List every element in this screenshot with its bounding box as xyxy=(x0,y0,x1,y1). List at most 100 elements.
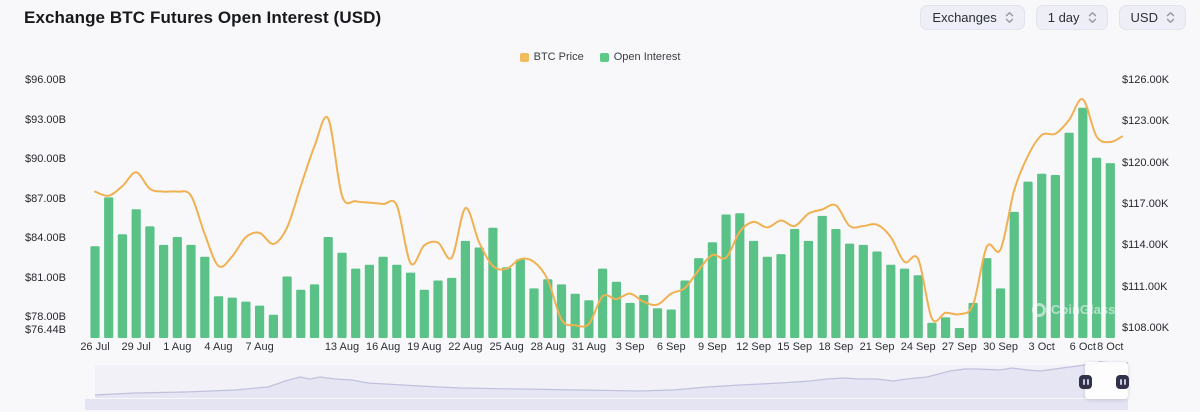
open-interest-bar[interactable] xyxy=(831,229,841,338)
open-interest-bar[interactable] xyxy=(1037,173,1047,338)
open-interest-bar[interactable] xyxy=(899,268,910,338)
y-axis-label-right: $123.00K xyxy=(1122,115,1170,128)
navigator-handle-right[interactable] xyxy=(1116,375,1129,389)
open-interest-bar[interactable] xyxy=(145,226,155,338)
open-interest-bar[interactable] xyxy=(666,309,676,339)
open-interest-bar[interactable] xyxy=(790,229,800,338)
open-interest-bar[interactable] xyxy=(213,296,224,338)
open-interest-bar[interactable] xyxy=(927,322,937,338)
open-interest-bar[interactable] xyxy=(995,288,1006,338)
navigator-dim-overlay xyxy=(95,365,1085,398)
open-interest-bar[interactable] xyxy=(131,209,141,338)
currency-dropdown[interactable]: USD xyxy=(1118,5,1186,30)
open-interest-bar[interactable] xyxy=(707,242,717,338)
open-interest-bar[interactable] xyxy=(447,277,457,338)
open-interest-bar[interactable] xyxy=(364,264,374,338)
open-interest-bar[interactable] xyxy=(351,268,361,338)
open-interest-bar[interactable] xyxy=(323,237,333,338)
open-interest-bar[interactable] xyxy=(529,288,539,338)
open-interest-bar[interactable] xyxy=(488,227,498,338)
open-interest-bar[interactable] xyxy=(460,240,470,338)
open-interest-bar[interactable] xyxy=(227,297,237,338)
open-interest-bar[interactable] xyxy=(913,275,923,338)
open-interest-bar[interactable] xyxy=(419,289,429,338)
navigator-band xyxy=(85,399,1128,410)
open-interest-bar[interactable] xyxy=(296,289,306,338)
open-interest-bar[interactable] xyxy=(117,234,127,338)
open-interest-bar[interactable] xyxy=(543,279,553,338)
open-interest-bar[interactable] xyxy=(309,284,320,338)
open-interest-bar[interactable] xyxy=(556,284,567,338)
open-interest-bar[interactable] xyxy=(1023,181,1033,338)
open-interest-bar[interactable] xyxy=(172,237,182,338)
x-axis-label: 30 Sep xyxy=(983,341,1018,353)
y-axis-label-left: $90.00B xyxy=(25,153,66,166)
btc-price-line xyxy=(94,98,1123,328)
open-interest-bar[interactable] xyxy=(803,240,813,338)
open-interest-bar[interactable] xyxy=(625,302,635,338)
open-interest-bar[interactable] xyxy=(749,240,759,338)
open-interest-bar[interactable] xyxy=(241,301,251,338)
open-interest-bar[interactable] xyxy=(474,247,484,339)
y-axis-label-left: $84.00B xyxy=(25,232,66,245)
open-interest-bar[interactable] xyxy=(1092,157,1102,338)
open-interest-bar[interactable] xyxy=(90,246,100,338)
open-interest-bar[interactable] xyxy=(954,328,964,338)
open-interest-bar[interactable] xyxy=(282,276,292,339)
x-axis-label: 28 Aug xyxy=(530,341,565,353)
legend-item-open-interest[interactable]: Open Interest xyxy=(599,51,681,63)
open-interest-bar[interactable] xyxy=(845,243,855,338)
navigator-handle-left[interactable] xyxy=(1079,375,1092,389)
y-axis-label-right: $120.00K xyxy=(1122,156,1170,169)
open-interest-bar[interactable] xyxy=(1078,107,1088,338)
open-interest-bar[interactable] xyxy=(1064,132,1074,338)
open-interest-bar[interactable] xyxy=(886,264,896,338)
x-axis-label: 3 Sep xyxy=(615,341,645,353)
open-interest-bar[interactable] xyxy=(735,213,745,338)
open-interest-bar[interactable] xyxy=(694,258,704,338)
open-interest-bar[interactable] xyxy=(200,256,210,338)
open-interest-bar[interactable] xyxy=(406,272,416,338)
y-axis-label-left: $81.00B xyxy=(25,271,66,284)
open-interest-bar[interactable] xyxy=(652,308,663,338)
open-interest-bar[interactable] xyxy=(598,268,608,338)
legend-item-btc-price[interactable]: BTC Price xyxy=(519,51,584,63)
open-interest-bar[interactable] xyxy=(1050,175,1060,338)
open-interest-bar[interactable] xyxy=(268,314,278,338)
open-interest-bar[interactable] xyxy=(502,267,512,338)
legend-open-interest-label: Open Interest xyxy=(613,51,681,63)
open-interest-bar[interactable] xyxy=(858,244,868,338)
exchanges-dropdown-label: Exchanges xyxy=(932,10,997,25)
open-interest-bar[interactable] xyxy=(1009,211,1019,338)
open-interest-bar[interactable] xyxy=(776,254,786,338)
open-interest-bar[interactable] xyxy=(982,258,992,338)
open-interest-bar[interactable] xyxy=(941,317,951,338)
x-axis-label: 8 Oct xyxy=(1097,341,1124,353)
open-interest-bar[interactable] xyxy=(515,259,525,338)
open-interest-bar[interactable] xyxy=(159,244,169,338)
exchanges-dropdown[interactable]: Exchanges xyxy=(920,5,1025,30)
open-interest-bar[interactable] xyxy=(186,244,196,338)
open-interest-bar[interactable] xyxy=(611,281,621,338)
open-interest-bar[interactable] xyxy=(872,251,882,339)
open-interest-bar[interactable] xyxy=(433,280,443,339)
y-axis-label-right: $126.00K xyxy=(1122,74,1170,86)
open-interest-bar[interactable] xyxy=(584,300,594,338)
x-axis-label: 27 Sep xyxy=(941,341,977,353)
interval-dropdown[interactable]: 1 day xyxy=(1035,5,1108,30)
open-interest-bar[interactable] xyxy=(639,295,649,338)
open-interest-bar[interactable] xyxy=(378,256,388,338)
open-interest-bar[interactable] xyxy=(817,215,827,338)
open-interest-bar[interactable] xyxy=(680,280,690,339)
open-interest-bar[interactable] xyxy=(104,197,114,338)
open-interest-bar[interactable] xyxy=(762,256,772,338)
open-interest-bar[interactable] xyxy=(721,214,731,339)
open-interest-bar[interactable] xyxy=(337,252,347,338)
x-axis-label: 6 Sep xyxy=(656,341,686,353)
open-interest-bar[interactable] xyxy=(968,302,978,338)
open-interest-bar[interactable] xyxy=(255,305,265,338)
open-interest-bar[interactable] xyxy=(392,264,402,338)
open-interest-bar[interactable] xyxy=(570,293,580,338)
open-interest-bar[interactable] xyxy=(1105,163,1115,338)
